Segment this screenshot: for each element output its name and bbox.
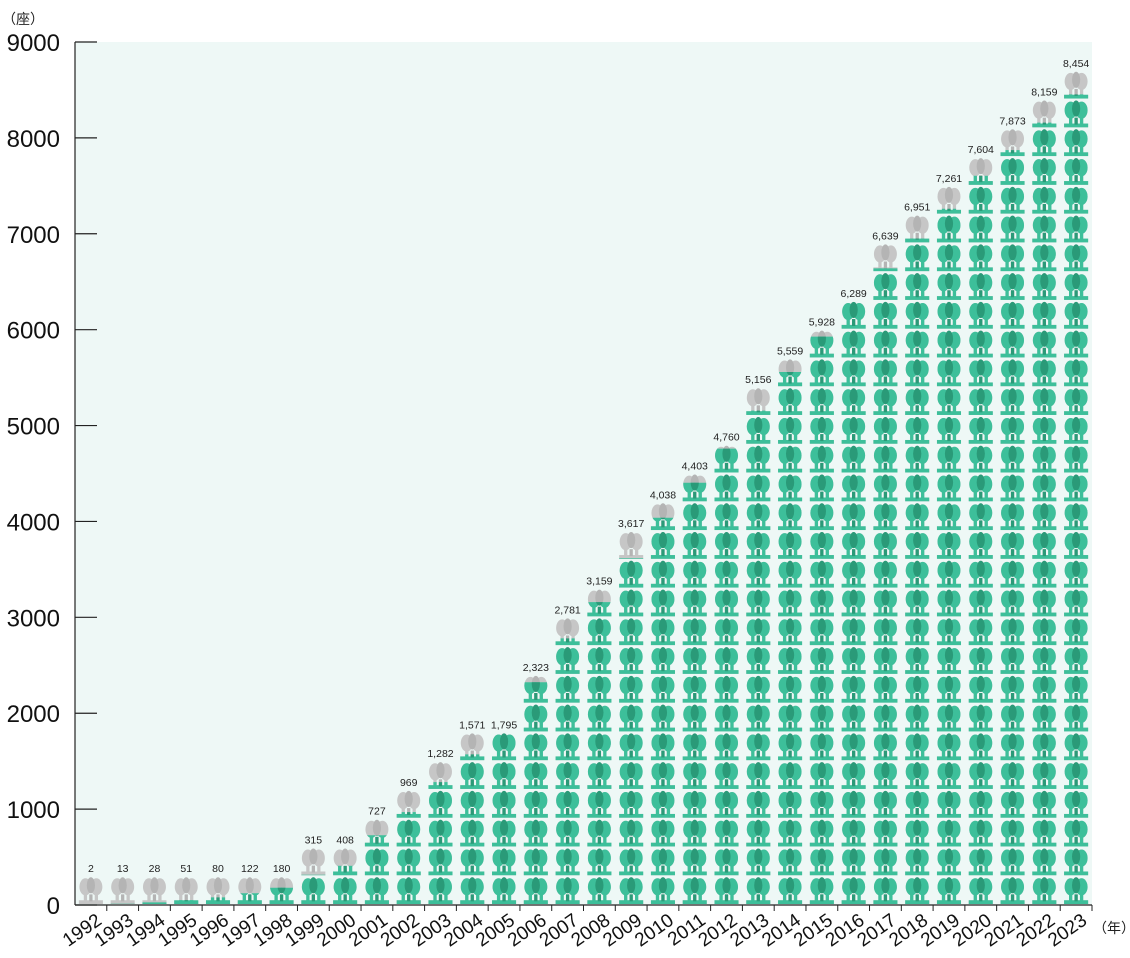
value-label-2023: 8,454 bbox=[1063, 58, 1089, 70]
bar-2012 bbox=[714, 445, 739, 904]
y-tick-label-8000: 8000 bbox=[7, 126, 60, 153]
bar-2017 bbox=[873, 244, 898, 904]
y-tick-label-7000: 7000 bbox=[7, 222, 60, 249]
bar-2011 bbox=[682, 474, 707, 904]
y-tick-label-9000: 9000 bbox=[7, 30, 60, 57]
bar-1998 bbox=[269, 877, 294, 904]
value-label-1999: 315 bbox=[305, 834, 323, 846]
bar-2019 bbox=[936, 186, 962, 904]
value-label-2009: 3,617 bbox=[618, 518, 644, 530]
bar-1993 bbox=[110, 877, 135, 904]
bar-2016 bbox=[841, 301, 866, 904]
value-label-2015: 5,928 bbox=[809, 317, 835, 329]
y-tick-label-0: 0 bbox=[47, 893, 60, 920]
bar-1999 bbox=[301, 848, 326, 904]
bar-2001 bbox=[364, 819, 389, 904]
x-unit-label: （年） bbox=[1093, 921, 1130, 937]
bar-1996 bbox=[205, 877, 231, 904]
bar-2015 bbox=[809, 330, 834, 904]
bar-1992 bbox=[78, 877, 103, 904]
bar-2006 bbox=[523, 675, 548, 904]
y-unit-label: （座） bbox=[2, 12, 44, 28]
bar-2014 bbox=[778, 359, 803, 904]
value-label-2019: 7,261 bbox=[936, 173, 962, 185]
value-label-2012: 4,760 bbox=[713, 432, 739, 444]
value-label-2020: 7,604 bbox=[968, 144, 994, 156]
value-label-2021: 7,873 bbox=[999, 115, 1025, 127]
value-label-2022: 8,159 bbox=[1031, 87, 1057, 99]
value-label-2008: 3,159 bbox=[586, 576, 612, 588]
value-label-1992: 2 bbox=[88, 863, 94, 875]
y-tick-label-5000: 5000 bbox=[7, 414, 60, 441]
bar-2004 bbox=[460, 733, 485, 904]
value-label-1997: 122 bbox=[241, 863, 259, 875]
bar-2020 bbox=[968, 158, 993, 904]
y-tick-label-6000: 6000 bbox=[7, 318, 60, 345]
bars-layer bbox=[78, 71, 1089, 904]
value-label-1993: 13 bbox=[117, 863, 129, 875]
bar-2000 bbox=[333, 848, 358, 904]
axes bbox=[74, 41, 1093, 911]
bar-2002 bbox=[396, 790, 421, 904]
value-label-2001: 727 bbox=[368, 806, 386, 818]
bar-2013 bbox=[746, 388, 771, 904]
value-label-1996: 80 bbox=[212, 863, 224, 875]
value-label-2005: 1,795 bbox=[491, 719, 517, 731]
bar-2003 bbox=[428, 762, 453, 904]
bar-2009 bbox=[619, 532, 644, 904]
bar-1994 bbox=[142, 877, 167, 904]
plot-background bbox=[75, 42, 1092, 905]
y-tick-label-3000: 3000 bbox=[7, 605, 60, 632]
bar-2018 bbox=[905, 215, 930, 904]
bar-2005 bbox=[492, 733, 517, 904]
value-label-1994: 28 bbox=[149, 863, 161, 875]
bar-2023 bbox=[1064, 71, 1089, 904]
value-label-1995: 51 bbox=[180, 863, 192, 875]
bar-2007 bbox=[555, 618, 580, 904]
bar-1997 bbox=[237, 877, 262, 904]
y-tick-label-1000: 1000 bbox=[7, 797, 60, 824]
value-label-2013: 5,156 bbox=[745, 374, 771, 386]
y-tick-label-4000: 4000 bbox=[7, 509, 60, 536]
value-label-2010: 4,038 bbox=[650, 489, 676, 501]
bar-2008 bbox=[587, 589, 612, 904]
value-label-2016: 6,289 bbox=[841, 288, 867, 300]
value-label-2000: 408 bbox=[336, 834, 354, 846]
value-label-2003: 1,282 bbox=[427, 748, 453, 760]
value-label-2002: 969 bbox=[400, 777, 418, 789]
value-label-2011: 4,403 bbox=[682, 461, 708, 473]
value-labels: 2 13 28 51 80 122 180 315 408 727 969 1,282 1,571 1,7… bbox=[88, 58, 1089, 875]
y-tick-label-2000: 2000 bbox=[7, 701, 60, 728]
value-label-2007: 2,781 bbox=[554, 604, 580, 616]
y-tick-labels: 0 1000 2000 3000 4000 5000 6000 7000 8000 9000 bbox=[7, 30, 60, 920]
bar-2021 bbox=[1000, 129, 1025, 904]
x-tick-labels: 1992199319941995199619971998199920002001… bbox=[59, 910, 1091, 952]
bar-2010 bbox=[650, 503, 675, 904]
value-label-2018: 6,951 bbox=[904, 202, 930, 214]
bar-2022 bbox=[1032, 100, 1057, 904]
value-label-2017: 6,639 bbox=[872, 230, 898, 242]
value-label-2014: 5,559 bbox=[777, 345, 803, 357]
bar-1995 bbox=[174, 877, 199, 904]
value-label-2006: 2,323 bbox=[523, 662, 549, 674]
value-label-1998: 180 bbox=[273, 863, 291, 875]
value-label-2004: 1,571 bbox=[459, 719, 485, 731]
